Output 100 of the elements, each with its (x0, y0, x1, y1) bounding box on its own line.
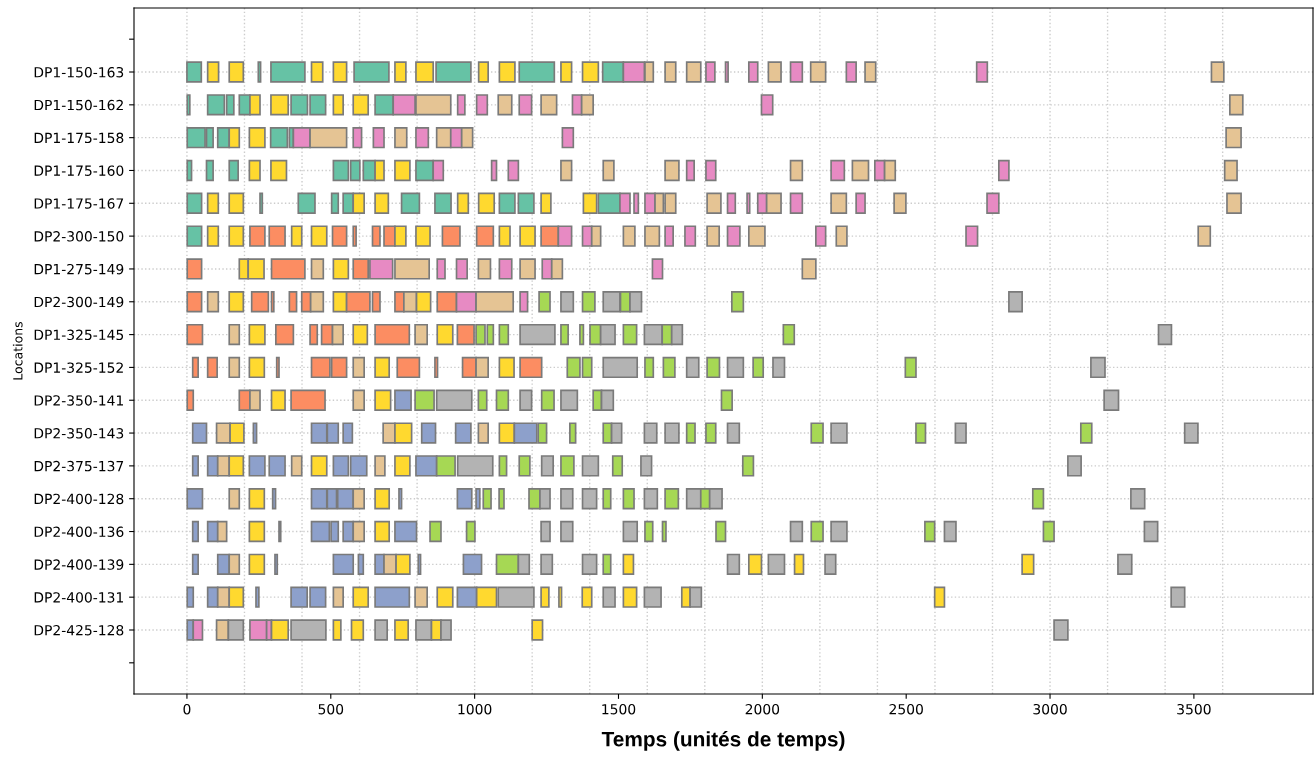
y-tick-label: DP1-175-158 (34, 132, 124, 144)
bar (249, 225, 266, 247)
y-tick-label: DP1-175-160 (34, 165, 124, 176)
y-tick-label: DP1-150-162 (34, 99, 123, 111)
bar (726, 422, 741, 444)
bar (248, 520, 266, 543)
bar (434, 192, 452, 214)
bar (255, 586, 260, 608)
bar (248, 455, 266, 477)
bar (1197, 225, 1212, 247)
bar (248, 488, 266, 510)
bar (275, 356, 280, 379)
bar (815, 225, 827, 247)
bar (191, 422, 208, 444)
bar (250, 291, 270, 313)
bar (477, 61, 489, 83)
bar (352, 356, 365, 379)
bar (186, 291, 203, 313)
bar (331, 225, 348, 247)
y-tick-label: DP1-275-149 (34, 263, 124, 275)
bar (560, 455, 575, 477)
bar (560, 520, 574, 543)
bar (186, 323, 204, 346)
bar (518, 455, 531, 477)
bar (664, 422, 680, 444)
x-tick-label: 3500 (1177, 703, 1211, 715)
bar (270, 291, 275, 313)
bar (893, 192, 907, 214)
bar (475, 225, 495, 247)
y-tick-label: DP2-400-139 (34, 559, 124, 570)
bar (186, 258, 203, 280)
bar (622, 323, 638, 346)
x-tick-label: 2500 (889, 703, 923, 715)
bar (560, 291, 575, 313)
y-tick-label: DP2-400-128 (34, 493, 124, 505)
y-tick-label: DP1-325-152 (34, 362, 123, 373)
bar (456, 192, 470, 214)
bar (371, 225, 381, 247)
bar (1067, 455, 1082, 477)
bar (191, 520, 199, 543)
bar (434, 356, 439, 379)
bar (332, 619, 342, 641)
x-tick-label: 3000 (1033, 703, 1067, 715)
bar (540, 455, 555, 477)
bar (206, 356, 218, 379)
bar (274, 553, 279, 576)
bar (602, 356, 639, 379)
bar (268, 225, 286, 247)
bar (332, 94, 344, 116)
bar (789, 520, 804, 543)
bar (1170, 586, 1186, 608)
bar (268, 455, 286, 477)
bar (186, 488, 204, 510)
bar (288, 291, 298, 313)
bar (191, 553, 199, 576)
bar (441, 225, 461, 247)
bar (374, 356, 391, 379)
bar (270, 258, 306, 280)
bar (394, 61, 407, 83)
bar (436, 586, 454, 608)
y-tick-label: DP1-150-163 (34, 66, 124, 78)
bar (352, 586, 370, 608)
bar (228, 225, 245, 247)
bar (275, 323, 295, 346)
bar (498, 225, 511, 247)
bar (228, 61, 245, 83)
bar (394, 159, 411, 182)
y-tick-label: DP2-300-149 (34, 296, 124, 308)
bar (581, 291, 596, 313)
x-axis-title: Temps (unités de temps) (601, 731, 845, 751)
bar (394, 619, 410, 641)
bar (248, 553, 266, 576)
bar (332, 586, 344, 608)
bar (309, 323, 319, 346)
bar (396, 356, 421, 379)
bar (602, 488, 612, 510)
bar (186, 586, 195, 608)
bar (954, 422, 967, 444)
x-tick-label: 1000 (458, 703, 492, 715)
bar (644, 520, 654, 543)
bar (352, 225, 357, 247)
bar (855, 192, 866, 214)
bar (374, 488, 391, 510)
y-tick-label: DP1-325-145 (34, 329, 124, 341)
bar (248, 356, 266, 379)
bar (228, 291, 245, 313)
bar (1090, 356, 1106, 379)
x-tick-label: 0 (183, 703, 191, 715)
bar (290, 389, 326, 411)
bar (332, 553, 355, 576)
bar (1117, 553, 1133, 576)
bar (357, 553, 365, 576)
y-tick-label: DP2-400-136 (34, 526, 124, 537)
bar (1130, 488, 1146, 510)
bar (560, 389, 579, 411)
y-tick-label: DP2-350-143 (34, 428, 124, 439)
bar (538, 291, 551, 313)
bar (374, 520, 391, 543)
x-tick-label: 1500 (602, 703, 636, 715)
bar (519, 356, 543, 379)
